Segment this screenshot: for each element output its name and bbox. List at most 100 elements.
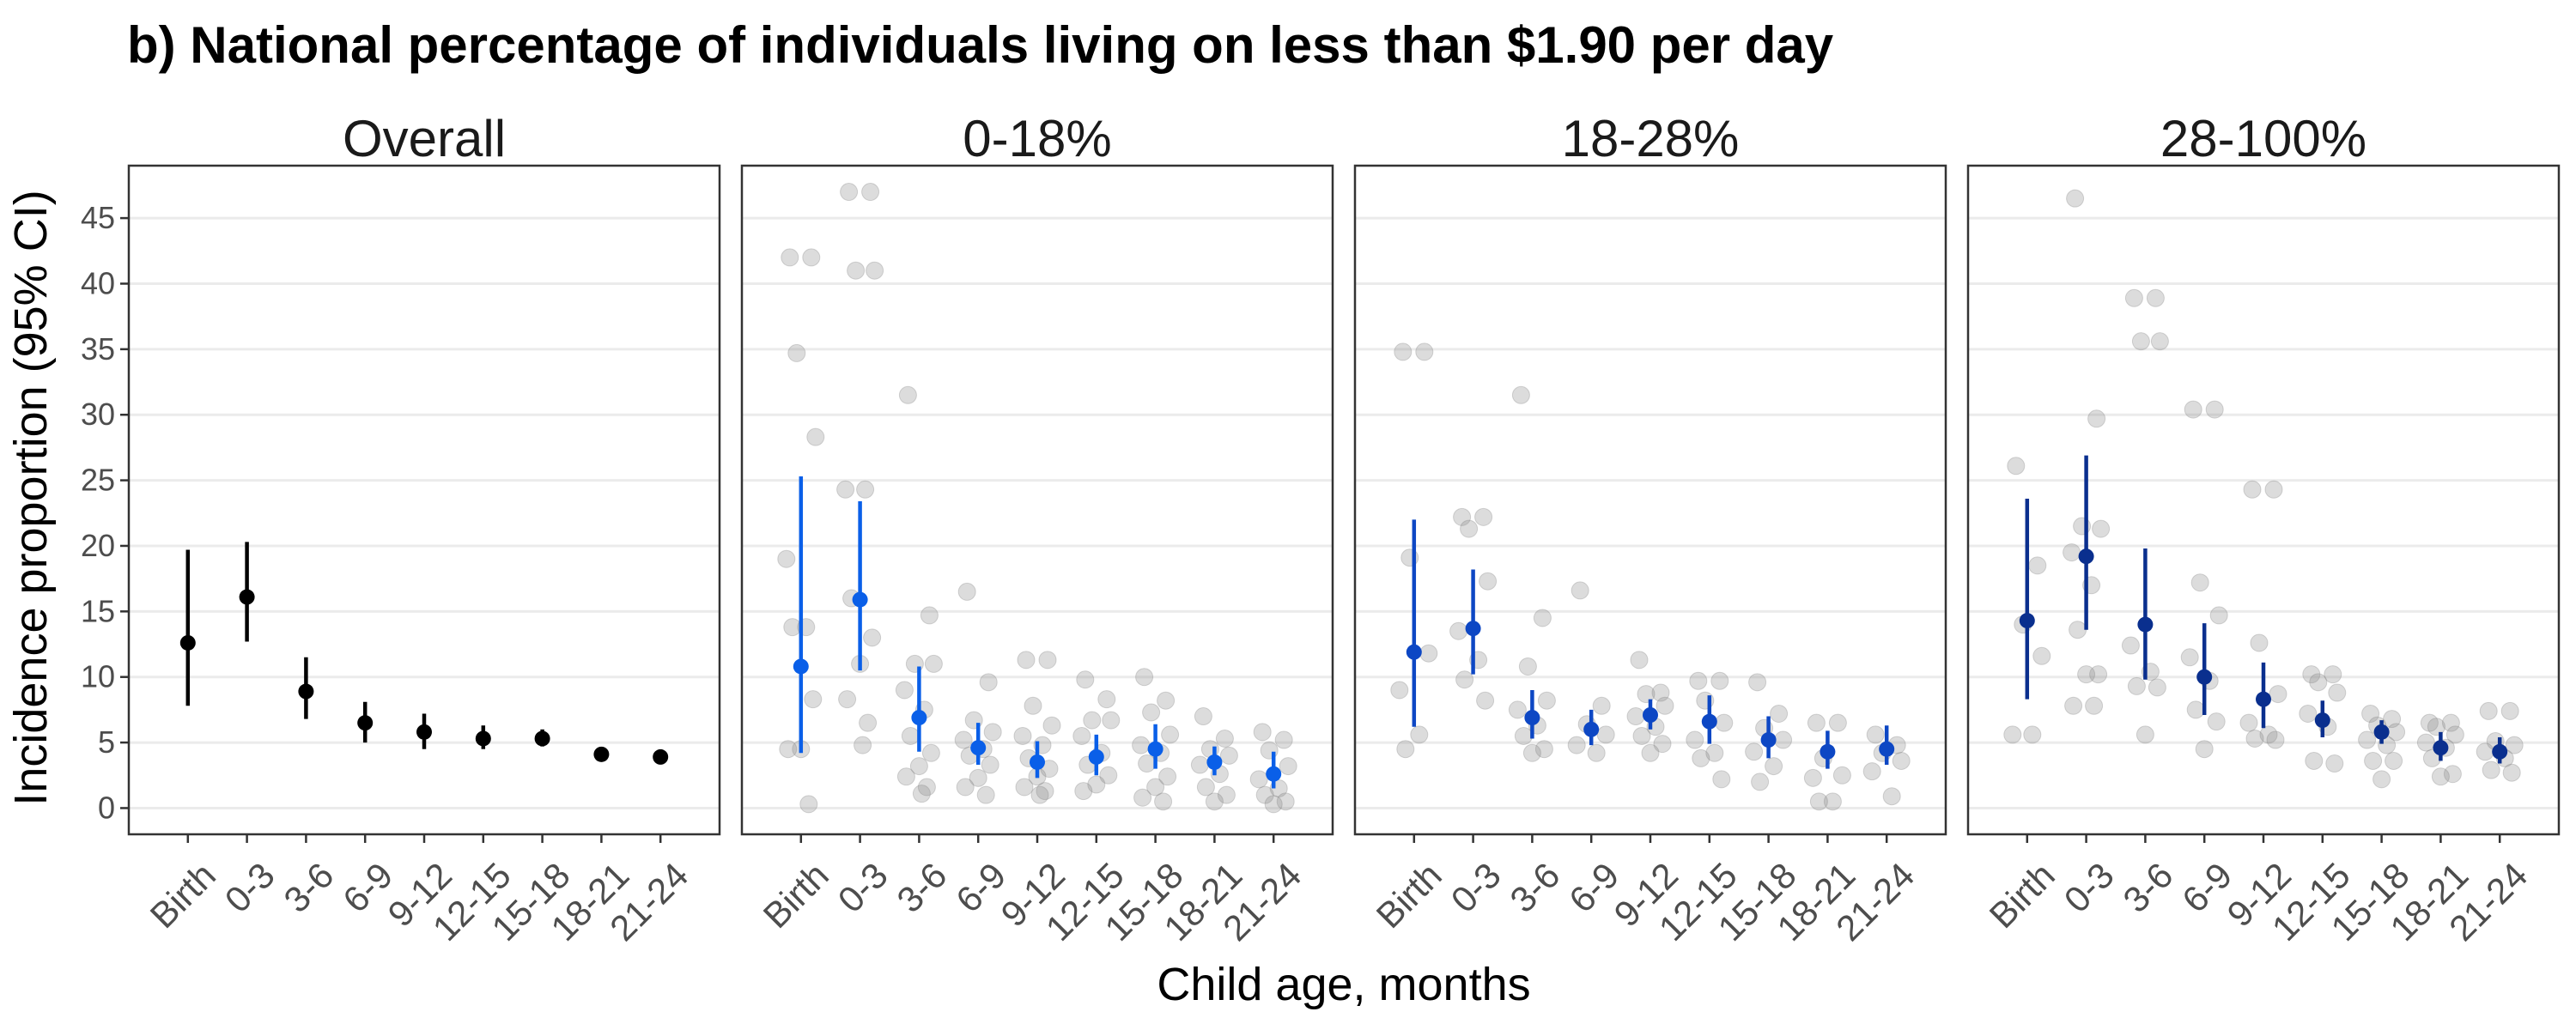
facet-strip-label: 18-28% <box>1562 110 1740 167</box>
study-point <box>1102 711 1121 730</box>
study-point <box>1832 766 1851 785</box>
estimate-point <box>911 710 927 726</box>
study-point <box>1132 736 1151 754</box>
estimate-point <box>593 746 610 762</box>
study-point <box>840 183 859 202</box>
study-point <box>799 795 818 814</box>
study-point <box>957 582 976 601</box>
x-tick-label: Birth <box>1982 855 2063 936</box>
study-point <box>2266 730 2285 749</box>
study-point <box>2502 763 2521 782</box>
study-point <box>1770 704 1789 723</box>
y-axis-title: Incidence proportion (95% CI) <box>5 190 57 805</box>
study-point <box>1626 707 1645 726</box>
facet-panel-3: 28-100%Birth0-33-66-99-1212-1515-1818-21… <box>1966 110 2561 948</box>
x-tick-label: 3-6 <box>889 855 954 920</box>
study-point <box>1138 754 1157 773</box>
study-point <box>2372 770 2391 789</box>
study-point <box>2190 573 2209 592</box>
estimate-point <box>1643 707 1658 724</box>
study-point <box>1024 696 1042 715</box>
estimate-point <box>2256 691 2271 707</box>
study-point <box>1460 519 1479 538</box>
estimate-point <box>357 715 374 731</box>
study-point <box>1533 609 1552 627</box>
study-point <box>2136 725 2154 744</box>
study-point <box>1651 683 1670 702</box>
study-point <box>2063 543 2081 562</box>
study-point <box>1712 770 1731 789</box>
study-point <box>2131 332 2150 351</box>
study-point <box>1656 696 1674 715</box>
study-point <box>2385 751 2403 770</box>
study-point <box>1571 581 1589 600</box>
study-point <box>1394 342 1413 361</box>
study-point <box>1157 691 1176 710</box>
study-point <box>2427 718 2445 736</box>
estimate-point <box>416 724 432 740</box>
study-point <box>1390 681 1409 700</box>
study-point <box>1410 725 1429 744</box>
y-tick-label: 0 <box>98 790 115 825</box>
y-tick-label: 40 <box>81 265 115 300</box>
estimate-point <box>1147 741 1163 757</box>
study-point <box>2505 736 2524 754</box>
study-point <box>2358 730 2377 749</box>
x-tick-label: 0-3 <box>217 855 283 920</box>
x-tick-label: Birth <box>756 855 836 936</box>
study-point <box>804 690 823 709</box>
x-tick-label: 3-6 <box>1502 855 1567 920</box>
study-point <box>956 778 975 797</box>
study-point <box>2243 480 2262 499</box>
study-point <box>1653 735 1672 754</box>
estimate-point <box>1465 621 1481 637</box>
study-point <box>1015 778 1034 797</box>
estimate-point <box>2137 616 2154 633</box>
study-point <box>1255 785 1274 804</box>
study-point <box>2420 713 2439 732</box>
study-point <box>2127 676 2146 695</box>
study-point <box>859 713 878 732</box>
estimate-point <box>1406 644 1422 660</box>
study-point <box>1479 572 1498 591</box>
study-point <box>2089 665 2108 684</box>
study-point <box>2431 767 2450 786</box>
study-point <box>2121 636 2140 655</box>
study-point <box>1809 792 1828 811</box>
study-point <box>2309 673 2328 692</box>
study-point <box>1215 729 1234 748</box>
study-point <box>924 654 943 673</box>
study-point <box>2205 400 2224 419</box>
study-point <box>1596 725 1615 744</box>
estimate-point <box>2019 613 2035 629</box>
study-point <box>1205 792 1224 811</box>
estimate-point <box>2078 548 2094 565</box>
study-point <box>1099 766 1118 785</box>
estimate-point <box>1820 743 1836 760</box>
study-point <box>838 690 857 709</box>
estimate-point <box>1206 754 1223 770</box>
study-point <box>954 730 973 749</box>
study-point <box>854 736 872 754</box>
study-point <box>1274 730 1293 749</box>
study-point <box>2148 678 2166 697</box>
estimate-point <box>179 634 196 651</box>
study-point <box>1161 725 1180 744</box>
study-point <box>2383 710 2402 729</box>
study-point <box>2150 332 2169 351</box>
estimate-point <box>653 748 669 765</box>
study-point <box>2325 754 2344 773</box>
study-point <box>2087 409 2106 428</box>
study-point <box>1217 785 1236 804</box>
study-point <box>1534 740 1553 759</box>
study-point <box>1419 644 1438 663</box>
study-point <box>2416 733 2435 752</box>
estimate-point <box>852 591 868 608</box>
study-point <box>921 743 940 762</box>
study-point <box>1592 696 1611 715</box>
estimate-point <box>298 683 314 700</box>
study-point <box>901 726 920 745</box>
study-point <box>1710 671 1729 690</box>
study-point <box>969 768 987 787</box>
